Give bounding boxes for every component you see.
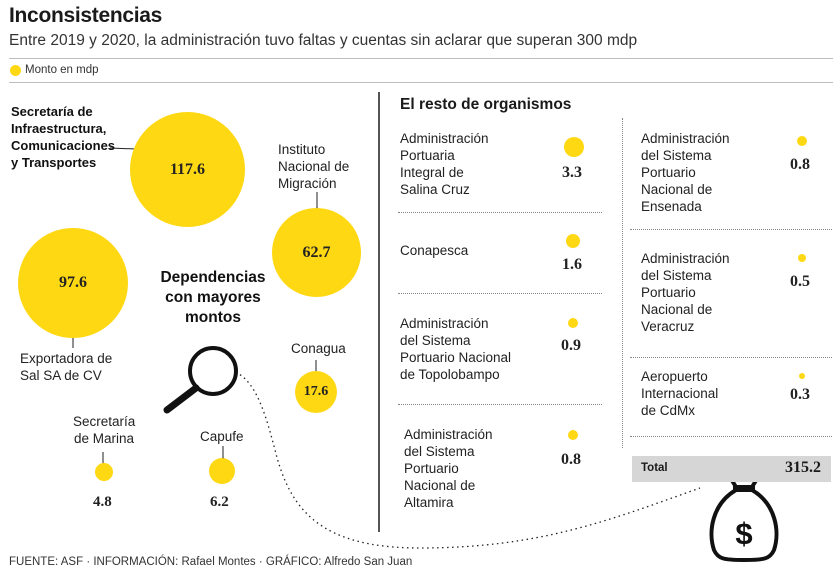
org-dot-conapesca bbox=[566, 234, 580, 248]
label-line: Aeropuerto bbox=[641, 369, 708, 384]
label-line: Administración bbox=[400, 131, 489, 146]
label-line: Comunicaciones bbox=[11, 138, 116, 153]
bubble-value-exportadora: 97.6 bbox=[59, 274, 87, 291]
value-marina: 4.8 bbox=[93, 494, 112, 510]
label-line: Portuario bbox=[641, 285, 696, 300]
label-line: del Sistema bbox=[641, 148, 712, 163]
org-value-altamira: 0.8 bbox=[561, 451, 581, 468]
label-line: Altamira bbox=[404, 495, 454, 510]
svg-text:$: $ bbox=[735, 516, 752, 551]
row-separator bbox=[398, 293, 602, 294]
label-line: del Sistema bbox=[400, 333, 471, 348]
org-name-conapesca: Conapesca bbox=[400, 243, 469, 258]
row-separator bbox=[398, 212, 602, 213]
label-line: Infraestructura, bbox=[11, 121, 107, 136]
label-line: Veracruz bbox=[641, 319, 695, 334]
label-line: Exportadora de bbox=[20, 351, 113, 366]
row-separator bbox=[630, 436, 832, 437]
section-divider bbox=[378, 92, 380, 532]
label-line: Administración bbox=[404, 427, 493, 442]
label-line: del Sistema bbox=[641, 268, 712, 283]
label-inm: Instituto Nacional de Migración bbox=[278, 141, 349, 192]
label-marina: Secretaría de Marina bbox=[73, 413, 135, 447]
label-line: Ensenada bbox=[641, 199, 702, 214]
chart-title: Inconsistencias bbox=[9, 4, 163, 27]
bubble-exportadora: 97.6 bbox=[18, 228, 128, 338]
bubble-inm: 62.7 bbox=[272, 208, 361, 297]
label-line: Administración bbox=[400, 316, 489, 331]
org-name-veracruz: Administración del Sistema Portuario Nac… bbox=[641, 250, 730, 335]
chart-subtitle: Entre 2019 y 2020, la administración tuv… bbox=[9, 32, 638, 49]
legend: Monto en mdp bbox=[10, 64, 99, 76]
label-line: Nacional de bbox=[641, 302, 713, 317]
label-line: Nacional de bbox=[641, 182, 713, 197]
org-name-altamira: Administración del Sistema Portuario Nac… bbox=[404, 426, 493, 511]
label-line: Administración bbox=[641, 251, 730, 266]
bubble-capufe bbox=[209, 458, 235, 484]
label-line: Sal SA de CV bbox=[20, 368, 102, 383]
label-line: y Transportes bbox=[11, 155, 97, 170]
bubble-value-inm: 62.7 bbox=[302, 243, 331, 261]
label-line: Migración bbox=[278, 176, 337, 191]
label-line: Salina Cruz bbox=[400, 182, 470, 197]
org-dot-salina-cruz bbox=[564, 137, 584, 157]
org-value-conapesca: 1.6 bbox=[562, 256, 582, 273]
legend-bottom-rule bbox=[9, 82, 833, 83]
total-label: Total bbox=[641, 462, 668, 474]
label-line: Portuario bbox=[641, 165, 696, 180]
label-line: Nacional de bbox=[404, 478, 476, 493]
org-value-aicm: 0.3 bbox=[790, 386, 810, 403]
label-line: de CdMx bbox=[641, 403, 696, 418]
label-line: Internacional bbox=[641, 386, 719, 401]
value-capufe: 6.2 bbox=[210, 494, 229, 510]
label-exportadora: Exportadora de Sal SA de CV bbox=[20, 350, 112, 384]
org-value-ensenada: 0.8 bbox=[790, 156, 810, 173]
bubble-marina bbox=[95, 463, 113, 481]
bubble-sict: 117.6 bbox=[130, 112, 245, 227]
legend-label: Monto en mdp bbox=[25, 64, 99, 76]
row-separator bbox=[630, 357, 832, 358]
org-value-topolobampo: 0.9 bbox=[561, 337, 581, 354]
bubble-value-conagua: 17.6 bbox=[303, 384, 329, 399]
row-separator bbox=[630, 229, 832, 230]
org-name-topolobampo: Administración del Sistema Portuario Nac… bbox=[400, 315, 511, 383]
org-name-aicm: Aeropuerto Internacional de CdMx bbox=[641, 368, 718, 419]
label-line: de Topolobampo bbox=[400, 367, 500, 382]
org-dot-topolobampo bbox=[568, 318, 578, 328]
org-dot-ensenada bbox=[797, 136, 807, 146]
legend-swatch bbox=[10, 64, 21, 76]
label-line: Portuaria bbox=[400, 148, 455, 163]
column-divider bbox=[622, 118, 623, 448]
total-value: 315.2 bbox=[785, 459, 821, 476]
label-line: Portuario Nacional bbox=[400, 350, 512, 365]
source-credit: FUENTE: ASF · INFORMACIÓN: Rafael Montes… bbox=[9, 556, 413, 568]
feature-label: Dependencias con mayores montos bbox=[160, 269, 266, 326]
row-separator bbox=[398, 404, 602, 405]
org-name-salina-cruz: Administración Portuaria Integral de Sal… bbox=[400, 130, 489, 198]
magnifier-icon bbox=[163, 346, 238, 414]
org-dot-aicm bbox=[799, 373, 805, 379]
org-dot-altamira bbox=[568, 430, 578, 440]
label-line: Integral de bbox=[400, 165, 464, 180]
label-conagua: Conagua bbox=[291, 341, 346, 356]
legend-top-rule bbox=[9, 58, 833, 59]
label-sict: Secretaría de Infraestructura, Comunicac… bbox=[11, 103, 115, 171]
rest-title: El resto de organismos bbox=[400, 96, 572, 113]
org-value-salina-cruz: 3.3 bbox=[562, 164, 582, 181]
label-line: Secretaría bbox=[73, 414, 136, 429]
org-value-veracruz: 0.5 bbox=[790, 273, 810, 290]
label-line: Secretaría de bbox=[11, 104, 93, 119]
org-name-ensenada: Administración del Sistema Portuario Nac… bbox=[641, 130, 730, 215]
label-line: del Sistema bbox=[404, 444, 475, 459]
bubble-conagua: 17.6 bbox=[295, 371, 337, 413]
label-line: Administración bbox=[641, 131, 730, 146]
label-line: de Marina bbox=[73, 431, 135, 446]
label-capufe: Capufe bbox=[200, 429, 244, 444]
label-line: Nacional de bbox=[278, 159, 350, 174]
org-dot-veracruz bbox=[798, 254, 806, 262]
label-line: Instituto bbox=[278, 142, 326, 157]
label-line: Portuario bbox=[404, 461, 459, 476]
bubble-value-sict: 117.6 bbox=[169, 160, 206, 178]
total-box: Total 315.2 bbox=[632, 456, 831, 482]
